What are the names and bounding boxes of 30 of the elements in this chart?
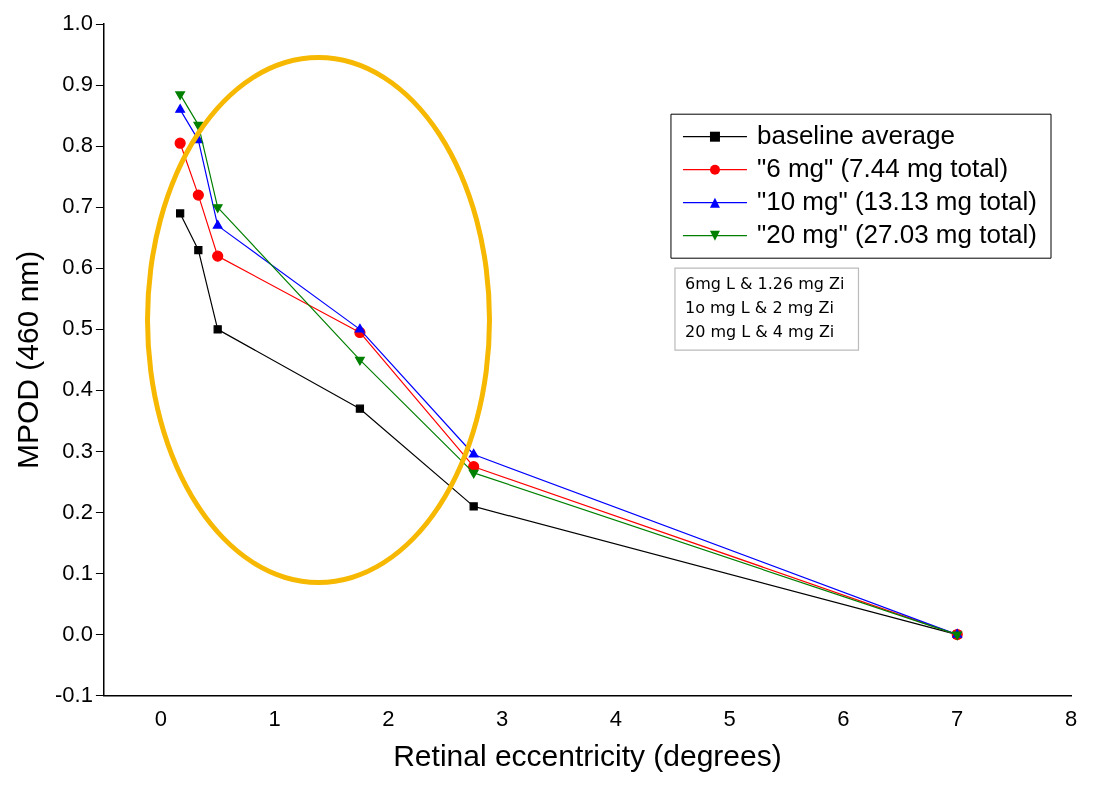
y-axis-title: MPOD (460 nm) xyxy=(11,250,45,470)
legend-label: "10 mg" (13.13 mg total) xyxy=(756,185,1038,216)
x-tick-label: 1 xyxy=(268,705,281,731)
y-tick-label: 0.4 xyxy=(62,376,93,402)
x-tick-label: 2 xyxy=(382,705,395,731)
x-tick-label: 8 xyxy=(1064,705,1078,731)
y-tick-label: 1.0 xyxy=(62,10,93,36)
annotation: 1o mg L & 2 mg Zi xyxy=(684,298,834,318)
legend-label: "6 mg" (7.44 mg total) xyxy=(756,152,1009,183)
y-tick-label: 0.6 xyxy=(62,254,93,280)
x-tick-label: 5 xyxy=(723,705,736,731)
x-tick-label: 0 xyxy=(154,705,167,731)
y-tick-label: 0.0 xyxy=(62,620,93,646)
annotation: 6mg L & 1.26 mg Zi xyxy=(684,274,845,294)
y-tick-label: 0.5 xyxy=(62,315,93,341)
legend-label: baseline average xyxy=(756,119,956,150)
y-tick-label: 0.3 xyxy=(62,437,93,463)
x-tick-label: 3 xyxy=(496,705,509,731)
y-tick-label: -0.1 xyxy=(54,681,93,707)
x-axis-title: Retinal eccentricity (degrees) xyxy=(393,739,782,773)
x-tick-label: 4 xyxy=(609,705,623,731)
y-tick-label: 0.2 xyxy=(62,498,93,524)
x-tick-label: 6 xyxy=(837,705,850,731)
x-tick-label: 7 xyxy=(951,705,964,731)
y-tick-label: 0.1 xyxy=(62,559,93,585)
y-tick-label: 0.9 xyxy=(62,71,93,97)
y-tick-label: 0.7 xyxy=(62,193,93,219)
y-tick-label: 0.8 xyxy=(62,132,93,158)
annotation: 20 mg L & 4 mg Zi xyxy=(684,322,835,342)
legend-label: "20 mg" (27.03 mg total) xyxy=(756,218,1038,249)
